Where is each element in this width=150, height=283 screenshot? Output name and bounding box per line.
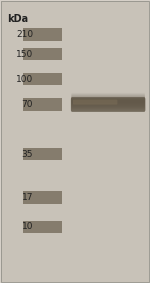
FancyBboxPatch shape [71, 95, 145, 104]
FancyBboxPatch shape [23, 28, 62, 41]
Text: 17: 17 [22, 193, 33, 202]
Text: 10: 10 [22, 222, 33, 231]
Text: kDa: kDa [7, 14, 28, 24]
Text: 100: 100 [16, 75, 33, 84]
FancyBboxPatch shape [71, 99, 145, 108]
FancyBboxPatch shape [71, 97, 145, 106]
FancyBboxPatch shape [71, 98, 145, 108]
FancyBboxPatch shape [23, 98, 62, 111]
Text: 35: 35 [22, 150, 33, 158]
FancyBboxPatch shape [71, 93, 145, 102]
FancyBboxPatch shape [23, 191, 62, 204]
Text: 70: 70 [22, 100, 33, 109]
FancyBboxPatch shape [73, 100, 117, 104]
Text: 150: 150 [16, 50, 33, 59]
FancyBboxPatch shape [23, 48, 62, 60]
FancyBboxPatch shape [23, 148, 62, 160]
Text: 210: 210 [16, 30, 33, 39]
FancyBboxPatch shape [23, 221, 62, 233]
FancyBboxPatch shape [71, 94, 145, 103]
FancyBboxPatch shape [23, 73, 62, 85]
FancyBboxPatch shape [71, 97, 145, 112]
FancyBboxPatch shape [71, 100, 145, 110]
FancyBboxPatch shape [71, 96, 145, 105]
